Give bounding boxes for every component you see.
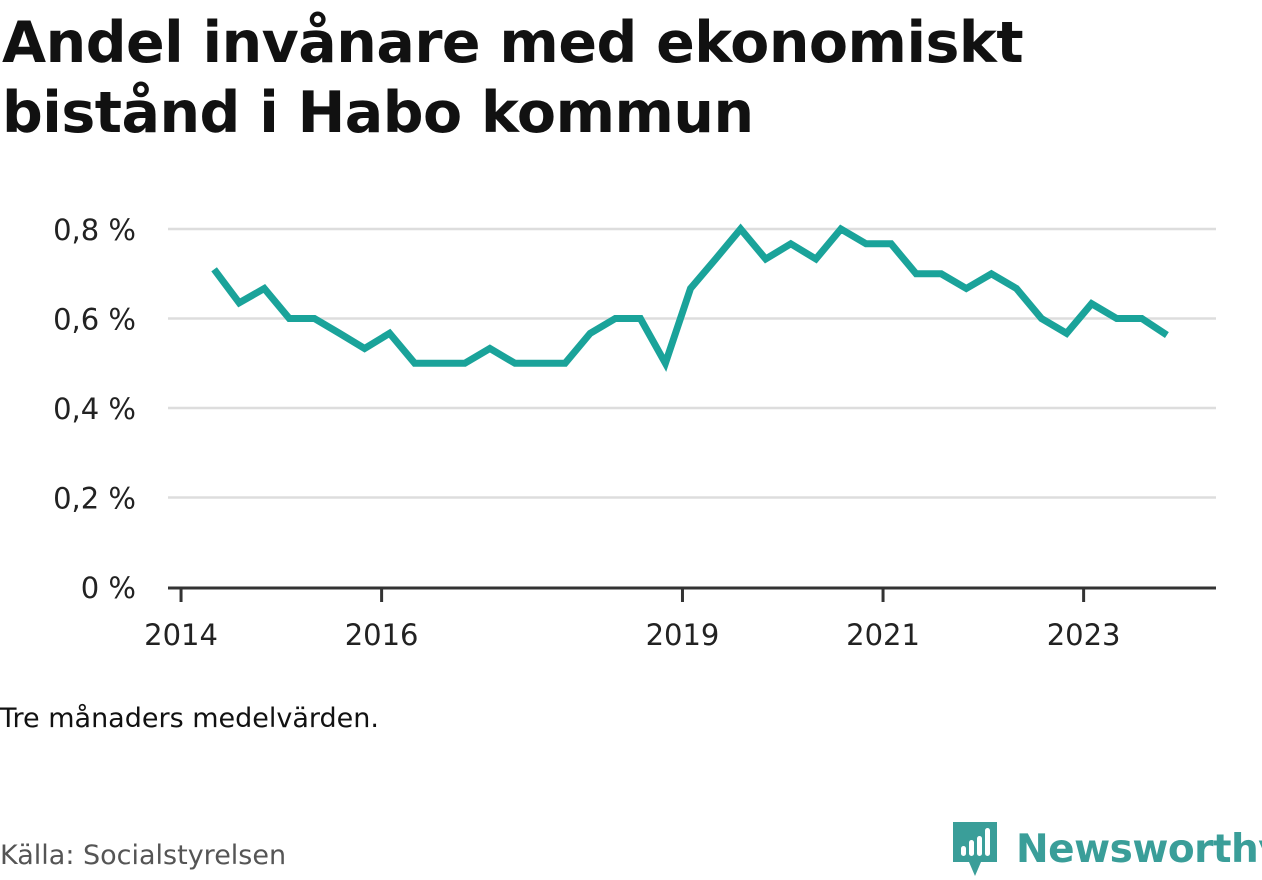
x-tick-label: 2016 (345, 618, 419, 652)
x-tick-label: 2021 (846, 618, 920, 652)
y-tick-label: 0,4 % (53, 392, 136, 426)
y-tick-label: 0,2 % (53, 482, 136, 516)
y-axis-labels: 0 % 0,2 % 0,4 % 0,6 % 0,8 % (53, 213, 136, 605)
x-tick-label: 2014 (144, 618, 218, 652)
y-tick-label: 0 % (81, 571, 136, 605)
brand-name: Newsworthy (1016, 827, 1262, 872)
x-tick-label: 2019 (646, 618, 720, 652)
source-text: Källa: Socialstyrelsen (0, 840, 286, 871)
chart-note: Tre månaders medelvärden. (0, 703, 379, 734)
series-layer (214, 229, 1167, 364)
brand-logo: Newsworthy (950, 818, 1262, 880)
y-tick-label: 0,6 % (53, 303, 136, 337)
line-chart: 0 % 0,2 % 0,4 % 0,6 % 0,8 % 2014 2016 2019 2021… (0, 0, 1262, 700)
x-tick-label: 2023 (1047, 618, 1121, 652)
x-axis: 2014 2016 2019 2021 2023 (144, 588, 1216, 652)
y-tick-label: 0,8 % (53, 213, 136, 247)
series-line (214, 229, 1167, 363)
gridlines (168, 229, 1216, 498)
newsworthy-icon (950, 818, 1000, 880)
